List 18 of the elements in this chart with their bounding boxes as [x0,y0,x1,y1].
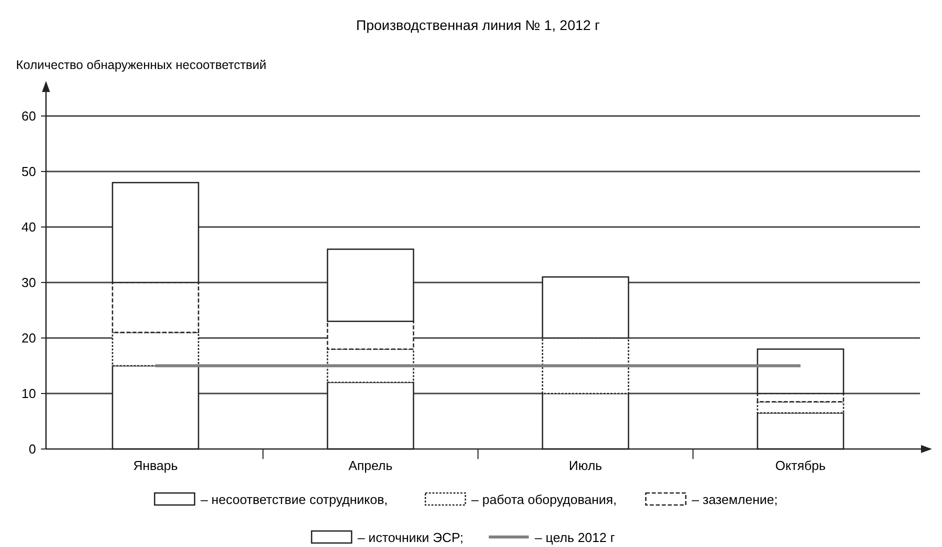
legend-label: – несоответствие сотрудников, [200,492,388,507]
y-tick-label: 30 [22,275,36,290]
y-tick-label: 20 [22,330,36,346]
x-tick-label: Январь [133,458,178,473]
y-tick-label: 40 [22,220,36,234]
x-tick-label: Октябрь [775,458,826,473]
y-axis-title: Количество обнаруженных несоответствий [16,58,266,72]
y-tick-label: 0 [28,442,36,456]
y-tick-label: 60 [22,108,36,124]
legend-label: – источники ЭСР; [358,530,464,545]
legend-label: – работа оборудования, [471,492,617,507]
y-tick-label: 10 [22,386,36,401]
chart-title: Производственная линия № 1, 2012 г [356,17,600,33]
legend-label: – заземление; [692,492,778,507]
x-tick-label: Апрель [348,458,393,473]
y-tick-label: 50 [22,164,36,179]
x-tick-label: Июль [568,458,602,473]
legend-label: – цель 2012 г [534,530,616,545]
